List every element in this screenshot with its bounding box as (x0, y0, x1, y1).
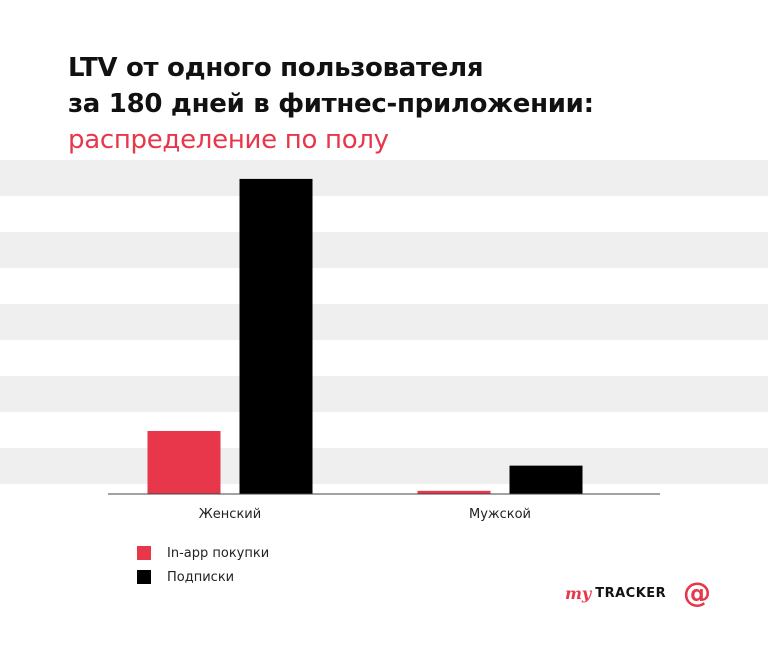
grid-band-1 (0, 232, 768, 268)
chart-title: LTV от одного пользователя за 180 дней в… (68, 50, 594, 158)
grid-band-4 (0, 448, 768, 484)
mytracker-logo-text: TRACKER (595, 585, 667, 601)
x-tick-label-1: Мужской (469, 507, 531, 522)
mail-at-logo: @ (683, 576, 711, 609)
legend: In-app покупки Подписки (137, 543, 269, 591)
legend-swatch-subscriptions (137, 570, 151, 584)
grid-band-3 (0, 376, 768, 412)
bar-subscriptions-0 (239, 178, 313, 495)
legend-swatch-inapp (137, 546, 151, 560)
legend-label-inapp: In-app покупки (167, 545, 270, 561)
bar-inapp-1 (417, 490, 491, 494)
legend-label-subscriptions: Подписки (167, 569, 235, 585)
title-line-2: за 180 дней в фитнес-приложении: (68, 89, 594, 119)
grid-band-0 (0, 160, 768, 196)
bar-inapp-0 (147, 430, 221, 494)
legend-item-inapp: In-app покупки (137, 543, 269, 563)
grid-band-2 (0, 304, 768, 340)
title-line-1: LTV от одного пользователя (68, 53, 484, 83)
legend-item-subscriptions: Подписки (137, 567, 269, 587)
chart-subtitle: распределение по полу (68, 125, 389, 155)
mytracker-logo: my TRACKER (565, 578, 666, 608)
x-tick-label-0: Женский (199, 507, 261, 522)
mytracker-logo-my: my (565, 583, 592, 603)
bar-subscriptions-1 (509, 465, 583, 494)
